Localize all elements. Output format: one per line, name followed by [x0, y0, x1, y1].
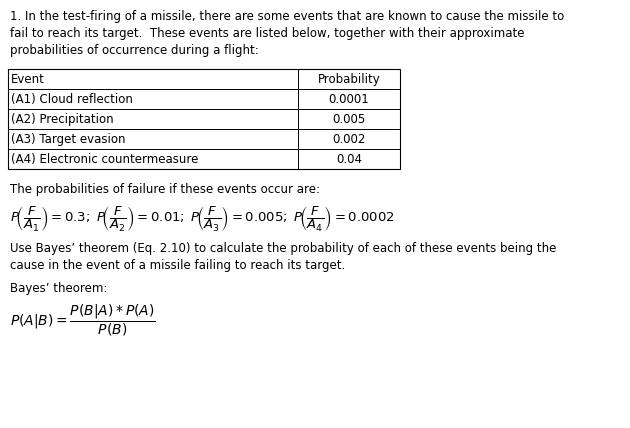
- Text: 0.0001: 0.0001: [329, 92, 369, 105]
- Text: fail to reach its target.  These events are listed below, together with their ap: fail to reach its target. These events a…: [10, 27, 525, 40]
- Text: $P\!\left(\dfrac{F}{A_1}\right)=0.3;\;P\!\left(\dfrac{F}{A_2}\right)=0.01;\;P\!\: $P\!\left(\dfrac{F}{A_1}\right)=0.3;\;P\…: [10, 204, 395, 233]
- Bar: [8, 69, 400, 169]
- Text: 0.04: 0.04: [336, 152, 362, 166]
- Text: Probability: Probability: [318, 72, 381, 86]
- Text: 1. In the test-firing of a missile, there are some events that are known to caus: 1. In the test-firing of a missile, ther…: [10, 10, 564, 23]
- Text: Use Bayes’ theorem (Eq. 2.10) to calculate the probability of each of these even: Use Bayes’ theorem (Eq. 2.10) to calcula…: [10, 242, 556, 255]
- Text: Event: Event: [11, 72, 45, 86]
- Text: (A3) Target evasion: (A3) Target evasion: [11, 133, 125, 146]
- Text: (A4) Electronic countermeasure: (A4) Electronic countermeasure: [11, 152, 198, 166]
- Text: (A1) Cloud reflection: (A1) Cloud reflection: [11, 92, 133, 105]
- Text: (A2) Precipitation: (A2) Precipitation: [11, 113, 113, 125]
- Text: probabilities of occurrence during a flight:: probabilities of occurrence during a fli…: [10, 44, 259, 57]
- Text: cause in the event of a missile failing to reach its target.: cause in the event of a missile failing …: [10, 259, 345, 272]
- Text: Bayes’ theorem:: Bayes’ theorem:: [10, 282, 107, 295]
- Text: 0.005: 0.005: [333, 113, 365, 125]
- Text: 0.002: 0.002: [332, 133, 365, 146]
- Text: The probabilities of failure if these events occur are:: The probabilities of failure if these ev…: [10, 183, 320, 196]
- Text: $P(A|B) = \dfrac{P(B|A) * P(A)}{P(B)}$: $P(A|B) = \dfrac{P(B|A) * P(A)}{P(B)}$: [10, 303, 156, 339]
